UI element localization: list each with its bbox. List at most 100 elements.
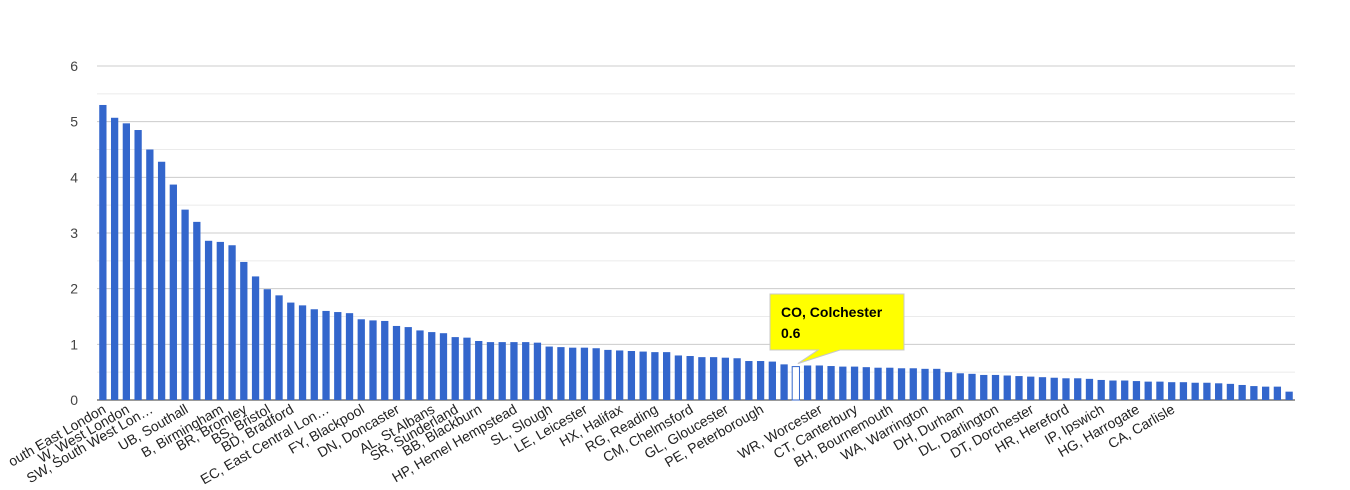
bar[interactable] [1132,381,1141,400]
bar[interactable] [1179,382,1188,400]
bar[interactable] [1027,376,1035,400]
bar[interactable] [886,367,894,400]
bar[interactable] [381,320,389,400]
bar[interactable] [357,319,365,400]
bar[interactable] [921,368,929,400]
bar[interactable] [815,365,823,400]
bar[interactable] [216,241,224,400]
bar[interactable] [1038,377,1047,400]
bar[interactable] [486,342,495,400]
bar[interactable] [1262,386,1270,400]
bar[interactable] [709,357,718,400]
bar[interactable] [1003,375,1011,400]
bar[interactable] [475,340,483,400]
bar[interactable] [533,342,542,400]
bar[interactable] [157,161,166,400]
bar[interactable] [322,310,330,400]
bar[interactable] [674,355,683,400]
bar[interactable] [733,358,741,400]
bar[interactable] [698,357,706,400]
bar[interactable] [874,367,882,400]
bar[interactable] [933,368,941,400]
bar[interactable] [991,374,1000,400]
bar[interactable] [616,350,624,400]
bar[interactable] [110,117,119,401]
bar[interactable] [1144,381,1152,400]
bar[interactable] [522,342,530,400]
bar[interactable] [897,368,906,400]
bar[interactable] [1238,384,1246,400]
bar[interactable] [756,361,765,400]
bar[interactable] [968,373,976,400]
bar[interactable] [1015,376,1023,400]
bar[interactable] [745,361,753,400]
bar[interactable] [639,351,647,400]
bar[interactable] [1285,391,1293,400]
bar[interactable] [944,372,953,400]
bar[interactable] [1226,383,1235,400]
bar[interactable] [768,361,776,400]
bar[interactable] [122,123,130,400]
bar[interactable] [651,352,659,400]
bar[interactable] [1050,377,1058,400]
bar[interactable] [721,357,729,400]
bar[interactable] [663,352,671,400]
bar[interactable] [1085,378,1094,400]
bar[interactable] [1191,382,1199,400]
bar[interactable] [1273,386,1282,400]
bar[interactable] [827,366,835,400]
bar[interactable] [791,366,800,401]
bar[interactable] [1156,381,1164,400]
bar[interactable] [1062,378,1070,400]
bar[interactable] [404,327,412,400]
bar[interactable] [510,342,518,400]
bar[interactable] [369,320,377,400]
bar[interactable] [604,349,612,400]
bar[interactable] [1250,386,1258,400]
bar[interactable] [439,333,448,400]
bar[interactable] [169,184,177,400]
bar[interactable] [862,367,870,400]
bar[interactable] [569,347,577,400]
bar[interactable] [780,364,788,400]
bar[interactable] [416,330,424,400]
bar[interactable] [627,351,636,400]
bar[interactable] [1203,382,1211,400]
bar[interactable] [146,149,154,401]
bar[interactable] [1215,383,1223,400]
bar[interactable] [1074,378,1082,400]
bar[interactable] [592,348,600,400]
bar[interactable] [275,295,283,400]
bar[interactable] [99,104,107,400]
bar[interactable] [498,342,506,400]
bar[interactable] [803,365,812,400]
bar[interactable] [251,276,260,400]
bar[interactable] [463,337,471,400]
bar[interactable] [850,366,859,400]
bar[interactable] [392,325,401,400]
bar[interactable] [263,289,271,400]
bar[interactable] [310,309,318,400]
bar[interactable] [1168,382,1176,400]
bar[interactable] [545,346,553,400]
bar[interactable] [580,347,589,400]
bar[interactable] [909,368,917,400]
bar[interactable] [287,302,295,400]
bar[interactable] [1109,380,1117,400]
bar[interactable] [204,240,213,400]
bar[interactable] [451,337,459,400]
bar[interactable] [1121,380,1129,400]
bar[interactable] [181,209,189,400]
bar[interactable] [298,305,307,400]
bar[interactable] [240,261,248,400]
bar[interactable] [334,312,342,400]
bar[interactable] [193,221,201,400]
bar[interactable] [686,356,694,400]
bar[interactable] [557,347,565,400]
bar[interactable] [134,130,142,400]
bar[interactable] [345,313,354,400]
bar[interactable] [1097,379,1105,400]
bar[interactable] [839,366,847,400]
bar[interactable] [980,374,988,400]
bar[interactable] [956,373,964,400]
